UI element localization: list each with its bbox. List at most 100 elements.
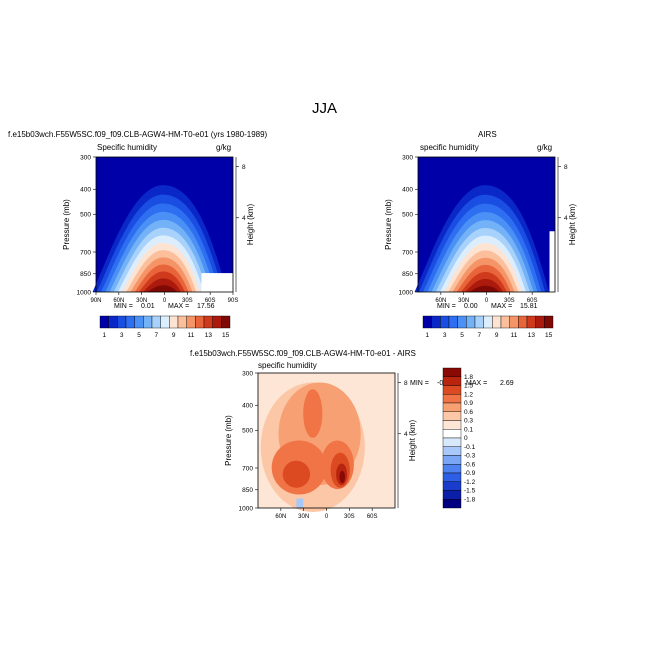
panel2-ytick-right-label: 4: [564, 215, 568, 222]
panel2-ytick-label: 500: [402, 212, 413, 219]
panel3-colorbar-label: -1.5: [464, 488, 476, 495]
panel2-colorbar-cell: [474, 315, 484, 329]
panel3-colorbar-cell: [442, 367, 462, 377]
panel3-max-label: MAX =: [466, 380, 488, 387]
panel1-colorbar: [99, 315, 231, 329]
panel3-contour-5: [282, 460, 311, 488]
panel3-colorbar-label: 0.9: [464, 400, 473, 407]
panel3-colorbar-cell: [442, 420, 462, 430]
panel2-colorbar-cell: [457, 315, 467, 329]
panel3-max-value: 2.69: [500, 380, 514, 387]
panel2-ytick-right-label: 8: [564, 164, 568, 171]
panel3-negative-patch: [296, 498, 304, 508]
panel3-ylabel-right: Height (km): [408, 419, 417, 461]
panel3-frame: [255, 372, 401, 511]
panel1-xtick-label: 90N: [90, 298, 101, 304]
panel1-colorbar-label: 3: [120, 332, 124, 339]
panel3-colorbar-label: -0.3: [464, 453, 476, 460]
panel1-colorbar-cell: [212, 315, 222, 329]
panel3-colorbar-cell: [442, 394, 462, 404]
panel2-colorbar-cell: [518, 315, 528, 329]
panel1-xtick-label: 30S: [182, 298, 193, 304]
panel1-colorbar-cell: [108, 315, 118, 329]
panel3-colorbar-cell: [442, 376, 462, 386]
panel3-ytick-label: 1000: [239, 505, 254, 512]
panel2-colorbar-cell: [544, 315, 554, 329]
panel3-colorbar-cell: [442, 464, 462, 474]
panel1-colorbar-cell: [125, 315, 135, 329]
panel1-ytick-label: 500: [80, 212, 91, 219]
panel1-ytick-label: 400: [80, 187, 91, 194]
panel3-ytick-right-label: 8: [404, 380, 408, 387]
panel1-colorbar-cell: [160, 315, 170, 329]
panel1-ylabel: Pressure (mb): [62, 199, 71, 250]
panel3-colorbar-label: 1.8: [464, 374, 473, 381]
panel2-ylabel: Pressure (mb): [384, 199, 393, 250]
panel1-xtick-label: 60S: [205, 298, 216, 304]
panel2-xtick-label: 60S: [527, 298, 538, 304]
panel3-colorbar-cell: [442, 490, 462, 500]
panel1-colorbar-cell: [151, 315, 161, 329]
panel2-frame: [415, 156, 561, 295]
panel3-colorbar-label: 0.6: [464, 409, 473, 416]
panel1-colorbar-cell: [186, 315, 196, 329]
panel1-xtick-label: 90S: [228, 298, 239, 304]
panel1-colorbar-cell: [177, 315, 187, 329]
panel1-colorbar-label: 15: [222, 332, 230, 339]
panel1-colorbar-label: 13: [205, 332, 213, 339]
panel1-subtitle: Specific humidity: [97, 143, 158, 152]
panel1-colorbar-cell: [169, 315, 179, 329]
panel2-colorbar-label: 5: [460, 332, 464, 339]
panel2-colorbar-label: 9: [495, 332, 499, 339]
panel1-contours: [92, 157, 233, 292]
panel2-ytick-label: 300: [402, 154, 413, 161]
panel2-xtick-label: 60N: [435, 298, 446, 304]
panel1-colorbar-cell: [134, 315, 144, 329]
panel3-ylabel: Pressure (mb): [224, 415, 233, 466]
panel1-xtick-label: 0: [163, 298, 167, 304]
panel3-colorbar-cell: [442, 481, 462, 491]
panel3-colorbar-cell: [442, 385, 462, 395]
panel3-xtick-label: 60N: [275, 514, 286, 520]
panel1-ytick-right-label: 8: [242, 164, 246, 171]
panel3-colorbar-cell: [442, 437, 462, 447]
panel1-xtick-label: 30N: [136, 298, 147, 304]
panel2-contour-14: [469, 285, 500, 292]
panel3-ytick-right-label: 4: [404, 431, 408, 438]
panel3-colorbar-cell: [442, 411, 462, 421]
panel2-colorbar-cell: [500, 315, 510, 329]
panel3-colorbar-label: 0.3: [464, 418, 473, 425]
panel3-colorbar-label: -1.8: [464, 496, 476, 503]
panel2-min-value: 0.00: [464, 303, 478, 310]
panel3-contour-8: [339, 470, 345, 484]
panel3-xtick-label: 30S: [344, 514, 355, 520]
panel3-ytick-label: 500: [242, 428, 253, 435]
panel1-ytick-label: 1000: [77, 289, 92, 296]
panel2-colorbar-cell: [431, 315, 441, 329]
panel2-colorbar-label: 13: [528, 332, 536, 339]
panel2-colorbar-cell: [535, 315, 545, 329]
panel3-colorbar-label: -1.2: [464, 479, 476, 486]
panel2-ytick-label: 400: [402, 187, 413, 194]
panel1-colorbar-cell: [99, 315, 109, 329]
panel2-xtick-label: 30S: [504, 298, 515, 304]
panel3-colorbar-cell: [442, 455, 462, 465]
panel1-ytick-label: 700: [80, 249, 91, 256]
panel2-colorbar-cell: [483, 315, 493, 329]
panel1-max-value: 17.56: [197, 303, 215, 310]
panel1-colorbar-cell: [203, 315, 213, 329]
panel3-ytick-label: 400: [242, 403, 253, 410]
panel1-colorbar-label: 11: [188, 332, 195, 339]
panel1-topography-mask: [201, 273, 233, 292]
panel1-colorbar-label: 9: [172, 332, 176, 339]
panel1-units: g/kg: [216, 143, 232, 152]
panel1-colorbar-cell: [143, 315, 153, 329]
panel1-title: f.e15b03wch.F55W5SC.f09_f09.CLB-AGW4-HM-…: [8, 130, 268, 139]
panel3-colorbar-cell: [442, 472, 462, 482]
panel3-colorbar-label: 1.2: [464, 391, 473, 398]
panel3-colorbar-cell: [442, 499, 462, 509]
panel2-colorbar-label: 3: [443, 332, 447, 339]
panel3-colorbar-label: -0.6: [464, 461, 476, 468]
panel1-colorbar-cell: [221, 315, 231, 329]
panel2-xtick-label: 0: [485, 298, 489, 304]
